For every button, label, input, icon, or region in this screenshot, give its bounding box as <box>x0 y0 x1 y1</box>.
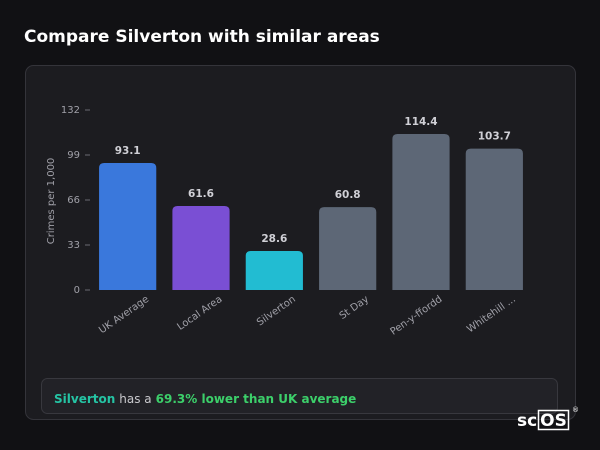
logo-suffix: OS <box>540 411 567 431</box>
value-label: 114.4 <box>404 116 437 128</box>
summary: Silverton has a 69.3% lower than UK averag… <box>54 392 356 406</box>
bar <box>172 206 230 290</box>
value-label: 93.1 <box>115 145 141 157</box>
bar <box>465 148 523 290</box>
bar <box>392 134 450 290</box>
logo-box <box>537 409 570 431</box>
bar <box>319 207 377 290</box>
y-tick-label: 132 <box>61 105 80 116</box>
y-axis-label: Crimes per 1,000 <box>46 158 57 245</box>
value-label: 60.8 <box>335 189 361 201</box>
comparison: 69.3% lower than UK average <box>156 392 357 406</box>
area-name: Silverton <box>54 392 115 406</box>
value-label: 103.7 <box>478 131 511 143</box>
y-tick-label: 99 <box>67 150 80 161</box>
bar <box>99 163 157 290</box>
summary-box <box>41 378 558 414</box>
bar <box>245 251 303 290</box>
y-tick-label: 0 <box>74 285 80 296</box>
logo-prefix: sc <box>517 411 537 431</box>
y-tick-label: 33 <box>67 240 80 251</box>
y-tick-label: 66 <box>67 195 80 206</box>
page-title: Compare Silverton with similar areas <box>24 27 380 47</box>
value-label: 28.6 <box>261 233 287 245</box>
logo-mark: ® <box>572 406 579 414</box>
value-label: 61.6 <box>188 188 214 200</box>
summary-text: has a <box>119 392 151 406</box>
